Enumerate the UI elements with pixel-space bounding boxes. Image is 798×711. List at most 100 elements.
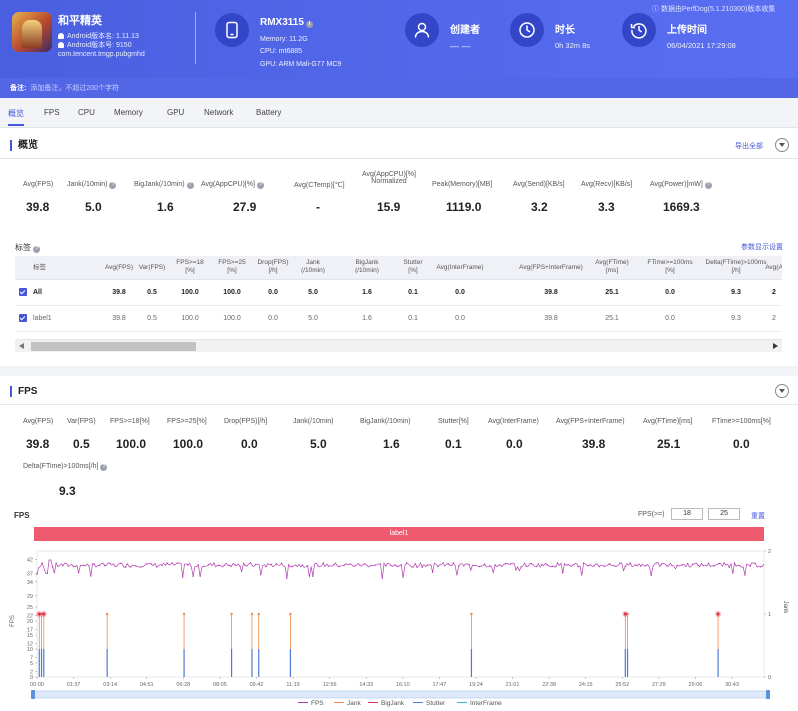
chart-title: FPS bbox=[14, 511, 30, 520]
divider bbox=[0, 158, 798, 159]
fps-point bbox=[332, 564, 335, 566]
column-header[interactable]: FPS>=18 [%] bbox=[176, 259, 204, 274]
column-header[interactable]: Avg(InterFrame) bbox=[436, 264, 484, 271]
fps-point bbox=[182, 576, 184, 578]
param-settings-link[interactable]: 参数显示设置 bbox=[741, 244, 783, 251]
scroll-left-icon[interactable] bbox=[19, 343, 24, 349]
tab-gpu[interactable]: GPU bbox=[167, 108, 185, 117]
metric-label: Avg(Send)[KB/s] bbox=[513, 181, 565, 188]
fps-point bbox=[525, 565, 527, 567]
metric-label: Avg(FTime)[ms] bbox=[643, 418, 693, 425]
tab-overview[interactable]: 概览 bbox=[8, 109, 24, 118]
jank-point[interactable] bbox=[40, 612, 43, 616]
jank-point[interactable] bbox=[105, 612, 109, 616]
zoom-handle-left[interactable] bbox=[31, 690, 35, 699]
tag-name: All bbox=[33, 289, 42, 296]
column-header[interactable]: Jank (/10min) bbox=[301, 259, 325, 274]
fps-series-line[interactable] bbox=[36, 559, 765, 580]
upload-label: 上传时间 bbox=[667, 25, 707, 36]
jank-point[interactable] bbox=[257, 612, 260, 616]
table-cell: 0.0 bbox=[268, 289, 278, 296]
collapse-overview-button[interactable] bbox=[775, 138, 789, 152]
x-tick-label: 00:00 bbox=[30, 682, 44, 688]
table-row[interactable]: All 39.8 0.5 100.0 100.0 0.0 5.0 1.6 0.1 0.0 39.8 2… bbox=[15, 280, 782, 306]
fps-point bbox=[114, 565, 116, 567]
fps-range-label: FPS(>=) bbox=[638, 511, 665, 518]
export-all-link[interactable]: 导出全部 bbox=[735, 143, 763, 150]
tab-network[interactable]: Network bbox=[204, 108, 234, 117]
legend-interframe[interactable]: InterFrame bbox=[457, 700, 502, 707]
column-header[interactable]: FTime>=100ms [%] bbox=[647, 259, 693, 274]
legend-stutter[interactable]: Stutter bbox=[413, 700, 445, 707]
label-band[interactable]: label1 bbox=[34, 527, 764, 541]
jank-point[interactable] bbox=[626, 612, 629, 616]
column-header[interactable]: 标签 bbox=[33, 264, 46, 271]
row-checkbox[interactable] bbox=[19, 314, 27, 322]
row-checkbox[interactable] bbox=[19, 288, 27, 296]
x-tick-label: 08:05 bbox=[213, 682, 227, 688]
fps-point bbox=[161, 564, 163, 567]
fps-point bbox=[83, 564, 85, 566]
zoom-handle-right[interactable] bbox=[766, 690, 770, 699]
bigjank-point[interactable] bbox=[623, 612, 627, 616]
y-tick-label: 17 bbox=[27, 627, 33, 633]
legend-fps[interactable]: FPS bbox=[298, 700, 324, 707]
y-tick-label: 7 bbox=[30, 655, 33, 661]
app-name: 和平精英 bbox=[58, 15, 102, 27]
tab-cpu[interactable]: CPU bbox=[78, 108, 95, 117]
scroll-thumb[interactable] bbox=[31, 342, 196, 351]
jank-point[interactable] bbox=[470, 612, 473, 616]
column-header[interactable]: FPS>=25 [%] bbox=[218, 259, 246, 274]
fps-point bbox=[541, 563, 543, 566]
column-header[interactable]: Var(FPS) bbox=[138, 264, 166, 271]
help-icon[interactable]: ? bbox=[100, 464, 108, 471]
tab-memory[interactable]: Memory bbox=[114, 108, 143, 117]
fps-point bbox=[270, 563, 272, 566]
tab-battery[interactable]: Battery bbox=[256, 108, 282, 117]
tab-fps[interactable]: FPS bbox=[44, 108, 60, 117]
column-header[interactable]: BigJank (/10min) bbox=[355, 259, 379, 274]
collapse-fps-button[interactable] bbox=[775, 384, 789, 398]
note-input[interactable]: 添加备注，不超过200个字符 bbox=[30, 85, 120, 92]
info-icon[interactable]: i bbox=[305, 21, 313, 28]
scroll-right-icon[interactable] bbox=[773, 343, 778, 349]
fps-point bbox=[416, 566, 418, 568]
help-icon[interactable]: ? bbox=[109, 182, 117, 189]
zoom-slider[interactable] bbox=[32, 690, 769, 699]
table-row[interactable]: label1 39.8 0.5 100.0 100.0 0.0 5.0 1.6 0.1 0.0 39… bbox=[15, 306, 782, 332]
jank-point[interactable] bbox=[289, 612, 292, 616]
x-tick-label: 22:38 bbox=[542, 682, 556, 688]
bigjank-point[interactable] bbox=[37, 612, 41, 616]
jank-point[interactable] bbox=[250, 612, 254, 616]
column-header[interactable]: Stutter [%] bbox=[403, 259, 423, 274]
fps-range-low-input[interactable]: 18 bbox=[671, 508, 703, 520]
column-header[interactable]: Delta(FTime)>100ms [/h] bbox=[705, 259, 767, 274]
android-code: Android版本号: 9150 bbox=[58, 40, 132, 50]
column-header[interactable]: Avg(FTime) [ms] bbox=[595, 259, 629, 274]
help-icon[interactable]: ? bbox=[186, 182, 194, 189]
legend-jank[interactable]: Jank bbox=[334, 700, 361, 707]
legend-bigjank[interactable]: BigJank bbox=[368, 700, 404, 707]
fps-point bbox=[343, 564, 345, 567]
bigjank-point[interactable] bbox=[42, 612, 46, 616]
column-header[interactable]: Avg(FPS+InterFrame) bbox=[519, 264, 583, 271]
fps-point bbox=[530, 562, 533, 565]
help-icon[interactable]: ? bbox=[704, 182, 712, 189]
reset-button[interactable]: 重置 bbox=[751, 513, 765, 520]
fps-range-high-input[interactable]: 25 bbox=[708, 508, 740, 520]
table-horizontal-scrollbar[interactable] bbox=[15, 339, 782, 352]
y-tick-label: 15 bbox=[27, 633, 33, 639]
help-icon[interactable]: ? bbox=[33, 246, 40, 253]
y-tick-label: 2 bbox=[30, 669, 33, 675]
jank-point[interactable] bbox=[182, 612, 186, 616]
y-tick-label: 0 bbox=[30, 675, 33, 681]
bigjank-point[interactable] bbox=[716, 612, 720, 616]
column-header[interactable]: Drop(FPS) [/h] bbox=[257, 259, 289, 274]
note-label: 备注: bbox=[10, 85, 27, 92]
column-header[interactable]: Avg(A bbox=[765, 264, 782, 271]
note-bar[interactable]: 备注: 添加备注，不超过200个字符 bbox=[0, 78, 798, 98]
jank-point[interactable] bbox=[230, 612, 233, 616]
column-header[interactable]: Avg(FPS) bbox=[104, 264, 134, 271]
help-icon[interactable]: ? bbox=[256, 182, 264, 189]
fps-chart[interactable]: 02571012151720222529343742012FPSJank00:0… bbox=[0, 541, 798, 706]
